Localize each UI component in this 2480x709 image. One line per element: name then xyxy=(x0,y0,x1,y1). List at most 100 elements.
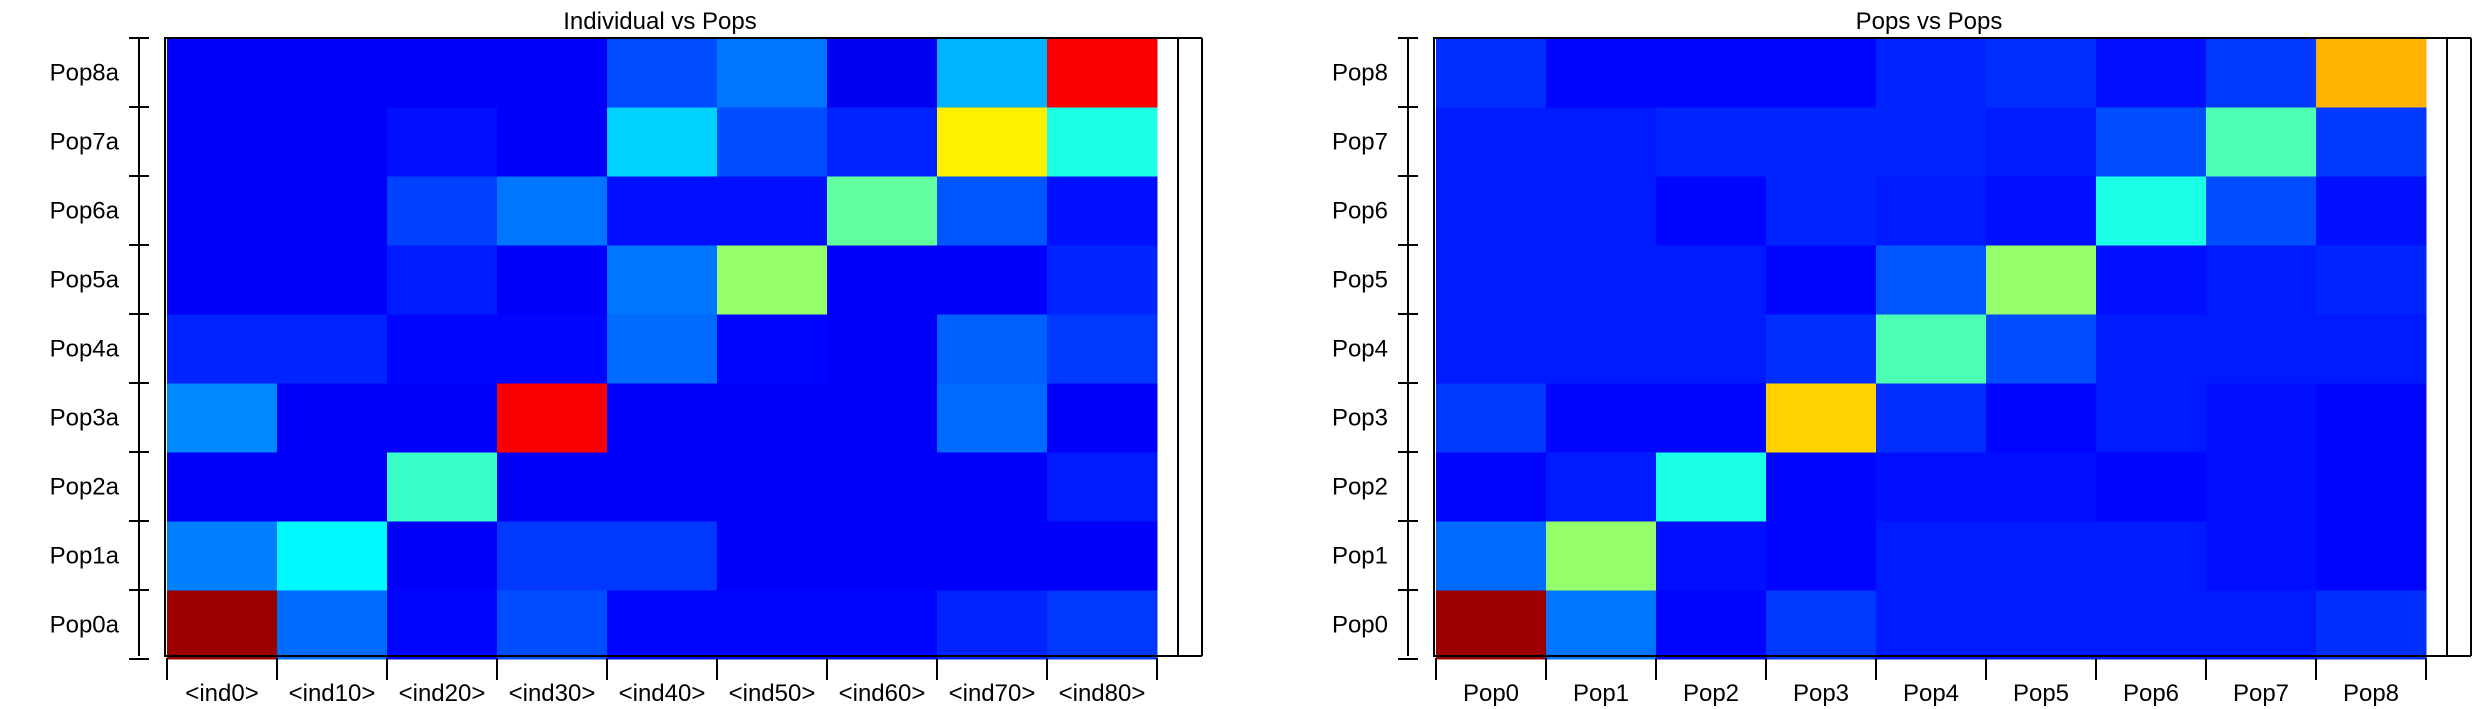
heatmap-cell xyxy=(497,521,608,591)
heatmap-cell xyxy=(2096,245,2207,315)
y-tick-label: Pop7 xyxy=(1332,129,1388,156)
heatmap-cell xyxy=(607,452,718,522)
y-tick-label: Pop4a xyxy=(50,336,120,363)
y-axis: Pop0 Pop1 Pop2 Pop3 Pop4 Pop5 Pop6 Pop7 Pop8 xyxy=(1332,37,1418,660)
heatmap-cell xyxy=(277,314,388,384)
heatmap-cell xyxy=(1546,383,1657,453)
heatmap-cell xyxy=(497,452,608,522)
heatmap-cell xyxy=(607,590,718,660)
heatmap-cell xyxy=(1876,521,1987,591)
heatmap-cell xyxy=(1876,590,1987,660)
heatmap-cell xyxy=(1656,245,1767,315)
heatmap-cell xyxy=(827,245,938,315)
heatmap-cell xyxy=(607,176,718,246)
heatmap-cell xyxy=(607,521,718,591)
heatmap-cell xyxy=(717,521,828,591)
heatmap-cell xyxy=(2096,590,2207,660)
heatmap-cell xyxy=(1546,521,1657,591)
heatmap-cell xyxy=(2206,176,2317,246)
heatmap-cell xyxy=(937,452,1048,522)
y-tick-label: Pop8 xyxy=(1332,60,1388,87)
heatmap-cell xyxy=(1436,590,1547,660)
heatmap-cells xyxy=(1436,38,2427,660)
heatmap-cell xyxy=(497,38,608,108)
heatmap-cell xyxy=(2096,38,2207,108)
heatmap-cell xyxy=(1436,452,1547,522)
heatmap-cell xyxy=(1656,107,1767,177)
plot-frame xyxy=(164,37,1179,657)
heatmap-cell xyxy=(2096,452,2207,522)
heatmap-cell xyxy=(1047,107,1158,177)
heatmap-cell xyxy=(1546,176,1657,246)
heatmap-cell xyxy=(717,176,828,246)
x-tick-label: Pop3 xyxy=(1793,680,1849,707)
x-tick-label: Pop0 xyxy=(1463,680,1519,707)
heatmap-cell xyxy=(1876,452,1987,522)
x-axis: <ind0> <ind10> <ind20> <ind30> <ind40> <ind50… xyxy=(166,37,1203,707)
heatmap-cell xyxy=(1986,383,2097,453)
y-tick-label: Pop5a xyxy=(50,267,120,294)
x-tick-label: Pop6 xyxy=(2123,680,2179,707)
heatmap-cell xyxy=(2206,590,2317,660)
heatmap-cell xyxy=(2316,107,2427,177)
heatmap-cell xyxy=(937,107,1048,177)
heatmap-cell xyxy=(167,314,278,384)
heatmap-cell xyxy=(1047,590,1158,660)
heatmap-cell xyxy=(1766,452,1877,522)
x-axis: Pop0 Pop1 Pop2 Pop3 Pop4 Pop5 Pop6 Pop7 Pop8 xyxy=(1435,37,2472,707)
x-tick-label: <ind10> xyxy=(289,680,376,707)
y-tick-label: Pop5 xyxy=(1332,267,1388,294)
heatmap-cell xyxy=(497,176,608,246)
heatmap-cell xyxy=(1986,176,2097,246)
heatmap-cell xyxy=(1986,314,2097,384)
heatmap-cell xyxy=(2206,521,2317,591)
heatmap-cell xyxy=(1656,176,1767,246)
x-tick-label: Pop4 xyxy=(1903,680,1959,707)
heatmap-panel-pops-vs-pops: Pops vs Pops Pop0Pop1Pop2Pop3Pop4Pop5Pop… xyxy=(1332,8,2472,707)
heatmap-cell xyxy=(1986,521,2097,591)
heatmap-cell xyxy=(497,383,608,453)
heatmap-cell xyxy=(607,245,718,315)
heatmap-cell xyxy=(2316,590,2427,660)
heatmap-cell xyxy=(827,590,938,660)
heatmap-cell xyxy=(1656,590,1767,660)
x-tick-label: Pop2 xyxy=(1683,680,1739,707)
heatmap-cell xyxy=(387,107,498,177)
heatmap-cell xyxy=(2316,521,2427,591)
heatmap-cell xyxy=(167,38,278,108)
heatmap-cell xyxy=(937,590,1048,660)
heatmap-cell xyxy=(277,176,388,246)
heatmap-cell xyxy=(1766,383,1877,453)
heatmap-cell xyxy=(387,521,498,591)
heatmap-cell xyxy=(1546,452,1657,522)
heatmap-cell xyxy=(1656,314,1767,384)
heatmap-cell xyxy=(1876,245,1987,315)
y-tick-label: Pop3a xyxy=(50,405,120,432)
heatmap-cell xyxy=(827,176,938,246)
heatmap-cell xyxy=(2096,314,2207,384)
x-tick-label: <ind80> xyxy=(1059,680,1146,707)
heatmap-cell xyxy=(717,38,828,108)
heatmap-cell xyxy=(937,38,1048,108)
heatmap-cell xyxy=(1766,314,1877,384)
heatmap-cell xyxy=(1047,314,1158,384)
heatmap-cell xyxy=(2316,38,2427,108)
heatmap-cell xyxy=(2096,521,2207,591)
heatmap-cell xyxy=(937,521,1048,591)
heatmap-cell xyxy=(387,452,498,522)
heatmap-cell xyxy=(1986,107,2097,177)
chart-title: Individual vs Pops xyxy=(563,8,756,35)
heatmap-cell xyxy=(937,245,1048,315)
y-tick-label: Pop8a xyxy=(50,60,120,87)
y-tick-label: Pop0a xyxy=(50,612,120,639)
heatmap-cell xyxy=(2206,38,2317,108)
heatmap-cell xyxy=(1766,107,1877,177)
heatmap-panel-individual-vs-pops: Individual vs Pops Pop0aPop1aPop2aPop3aP… xyxy=(50,8,1203,707)
heatmap-cell xyxy=(937,383,1048,453)
heatmap-cell xyxy=(1436,245,1547,315)
heatmap-cell xyxy=(277,521,388,591)
heatmap-cell xyxy=(387,383,498,453)
heatmap-cell xyxy=(167,107,278,177)
x-tick-label: Pop7 xyxy=(2233,680,2289,707)
